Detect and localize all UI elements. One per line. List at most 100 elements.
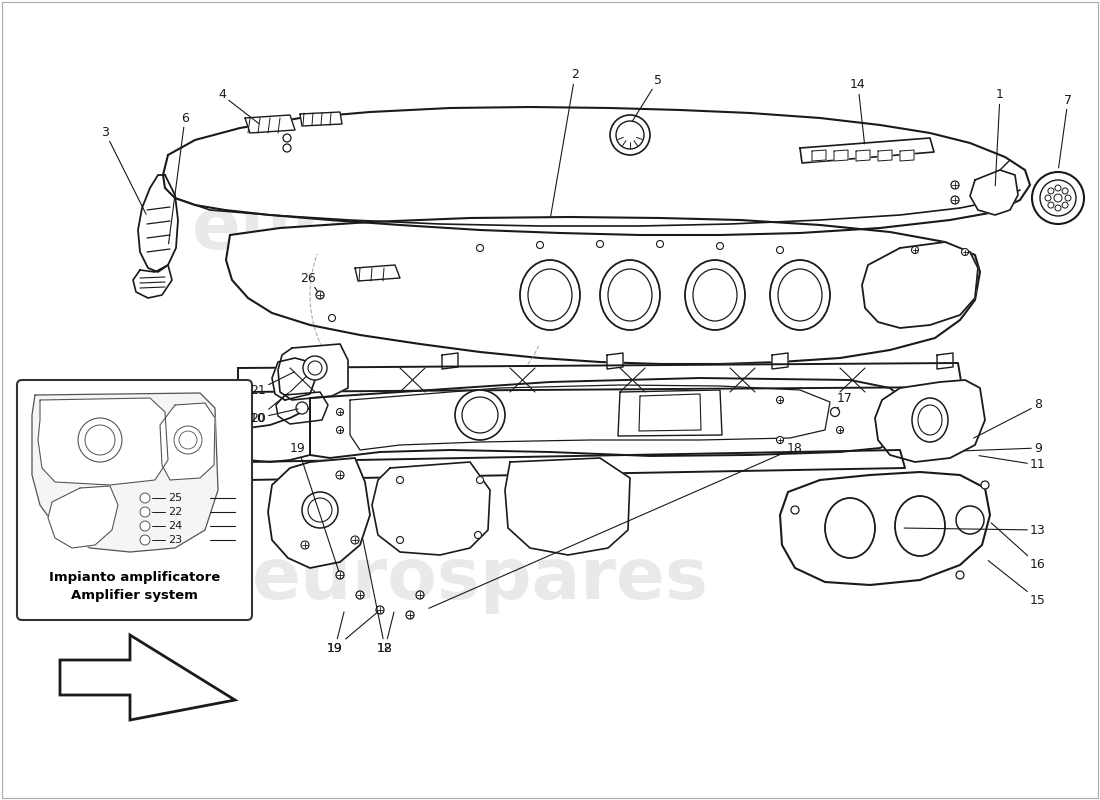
Text: 4: 4 bbox=[218, 89, 258, 123]
Polygon shape bbox=[276, 392, 328, 424]
Polygon shape bbox=[138, 175, 178, 272]
Text: 19: 19 bbox=[327, 612, 344, 654]
Polygon shape bbox=[372, 462, 490, 555]
Polygon shape bbox=[278, 344, 348, 400]
Ellipse shape bbox=[770, 260, 830, 330]
Circle shape bbox=[836, 426, 844, 434]
Polygon shape bbox=[300, 112, 342, 126]
Text: 21: 21 bbox=[250, 372, 295, 397]
Text: 19: 19 bbox=[290, 442, 339, 571]
Polygon shape bbox=[310, 378, 910, 458]
Ellipse shape bbox=[912, 398, 948, 442]
Circle shape bbox=[716, 242, 724, 250]
Circle shape bbox=[336, 571, 344, 579]
Circle shape bbox=[376, 606, 384, 614]
Circle shape bbox=[657, 241, 663, 247]
Ellipse shape bbox=[825, 498, 874, 558]
Text: 16: 16 bbox=[991, 522, 1046, 571]
Polygon shape bbox=[970, 170, 1018, 215]
Circle shape bbox=[596, 241, 604, 247]
Circle shape bbox=[1048, 202, 1054, 208]
Circle shape bbox=[1045, 195, 1050, 201]
Circle shape bbox=[961, 249, 968, 255]
Circle shape bbox=[140, 535, 150, 545]
Text: 11: 11 bbox=[979, 456, 1046, 471]
Circle shape bbox=[777, 437, 783, 443]
Circle shape bbox=[78, 418, 122, 462]
Text: 3: 3 bbox=[101, 126, 146, 214]
Text: 5: 5 bbox=[632, 74, 662, 122]
Circle shape bbox=[337, 426, 343, 434]
Circle shape bbox=[1055, 205, 1061, 211]
Circle shape bbox=[308, 361, 322, 375]
Circle shape bbox=[1040, 180, 1076, 216]
Circle shape bbox=[1063, 188, 1068, 194]
Circle shape bbox=[283, 134, 292, 142]
FancyBboxPatch shape bbox=[16, 380, 252, 620]
Circle shape bbox=[455, 390, 505, 440]
Polygon shape bbox=[937, 353, 953, 369]
Polygon shape bbox=[874, 380, 984, 462]
Circle shape bbox=[1055, 185, 1061, 191]
Text: 23: 23 bbox=[168, 535, 183, 545]
Circle shape bbox=[329, 314, 336, 322]
Polygon shape bbox=[272, 358, 315, 400]
Text: eurospares: eurospares bbox=[191, 195, 648, 265]
Text: 12: 12 bbox=[363, 539, 393, 654]
Text: 8: 8 bbox=[974, 398, 1042, 438]
Text: 24: 24 bbox=[168, 521, 183, 531]
Text: 1: 1 bbox=[996, 89, 1004, 186]
Circle shape bbox=[174, 426, 202, 454]
Circle shape bbox=[356, 591, 364, 599]
Circle shape bbox=[396, 537, 404, 543]
Polygon shape bbox=[245, 115, 295, 133]
Text: 18: 18 bbox=[429, 442, 803, 608]
Text: 6: 6 bbox=[168, 111, 189, 244]
Circle shape bbox=[476, 245, 484, 251]
Circle shape bbox=[956, 571, 964, 579]
Circle shape bbox=[396, 477, 404, 483]
Circle shape bbox=[462, 397, 498, 433]
Text: Amplifier system: Amplifier system bbox=[72, 589, 198, 602]
Polygon shape bbox=[862, 242, 978, 328]
Circle shape bbox=[140, 507, 150, 517]
Polygon shape bbox=[248, 450, 905, 480]
Circle shape bbox=[777, 397, 783, 403]
Polygon shape bbox=[39, 398, 168, 485]
Polygon shape bbox=[618, 390, 722, 436]
Polygon shape bbox=[48, 486, 118, 548]
Circle shape bbox=[316, 291, 324, 299]
Circle shape bbox=[610, 115, 650, 155]
Text: 7: 7 bbox=[1058, 94, 1072, 168]
Polygon shape bbox=[856, 150, 870, 161]
Polygon shape bbox=[812, 150, 826, 161]
Circle shape bbox=[140, 521, 150, 531]
Text: 13: 13 bbox=[904, 523, 1046, 537]
Circle shape bbox=[616, 121, 644, 149]
Polygon shape bbox=[505, 458, 630, 555]
Circle shape bbox=[336, 471, 344, 479]
Circle shape bbox=[296, 402, 308, 414]
Circle shape bbox=[830, 407, 839, 417]
Polygon shape bbox=[32, 393, 218, 552]
Polygon shape bbox=[772, 353, 788, 369]
Circle shape bbox=[912, 246, 918, 254]
Circle shape bbox=[537, 242, 543, 249]
Circle shape bbox=[308, 498, 332, 522]
Text: 18: 18 bbox=[377, 612, 394, 654]
Polygon shape bbox=[226, 217, 980, 364]
Circle shape bbox=[301, 541, 309, 549]
Circle shape bbox=[1065, 195, 1071, 201]
Polygon shape bbox=[607, 353, 623, 369]
Polygon shape bbox=[248, 408, 310, 462]
Text: 26: 26 bbox=[300, 271, 318, 291]
Text: 15: 15 bbox=[988, 561, 1046, 606]
Circle shape bbox=[1048, 188, 1054, 194]
Polygon shape bbox=[60, 635, 235, 720]
Circle shape bbox=[302, 356, 327, 380]
Text: 19: 19 bbox=[327, 613, 377, 654]
Circle shape bbox=[337, 409, 343, 415]
Circle shape bbox=[476, 477, 484, 483]
Polygon shape bbox=[834, 150, 848, 161]
Polygon shape bbox=[900, 150, 914, 161]
